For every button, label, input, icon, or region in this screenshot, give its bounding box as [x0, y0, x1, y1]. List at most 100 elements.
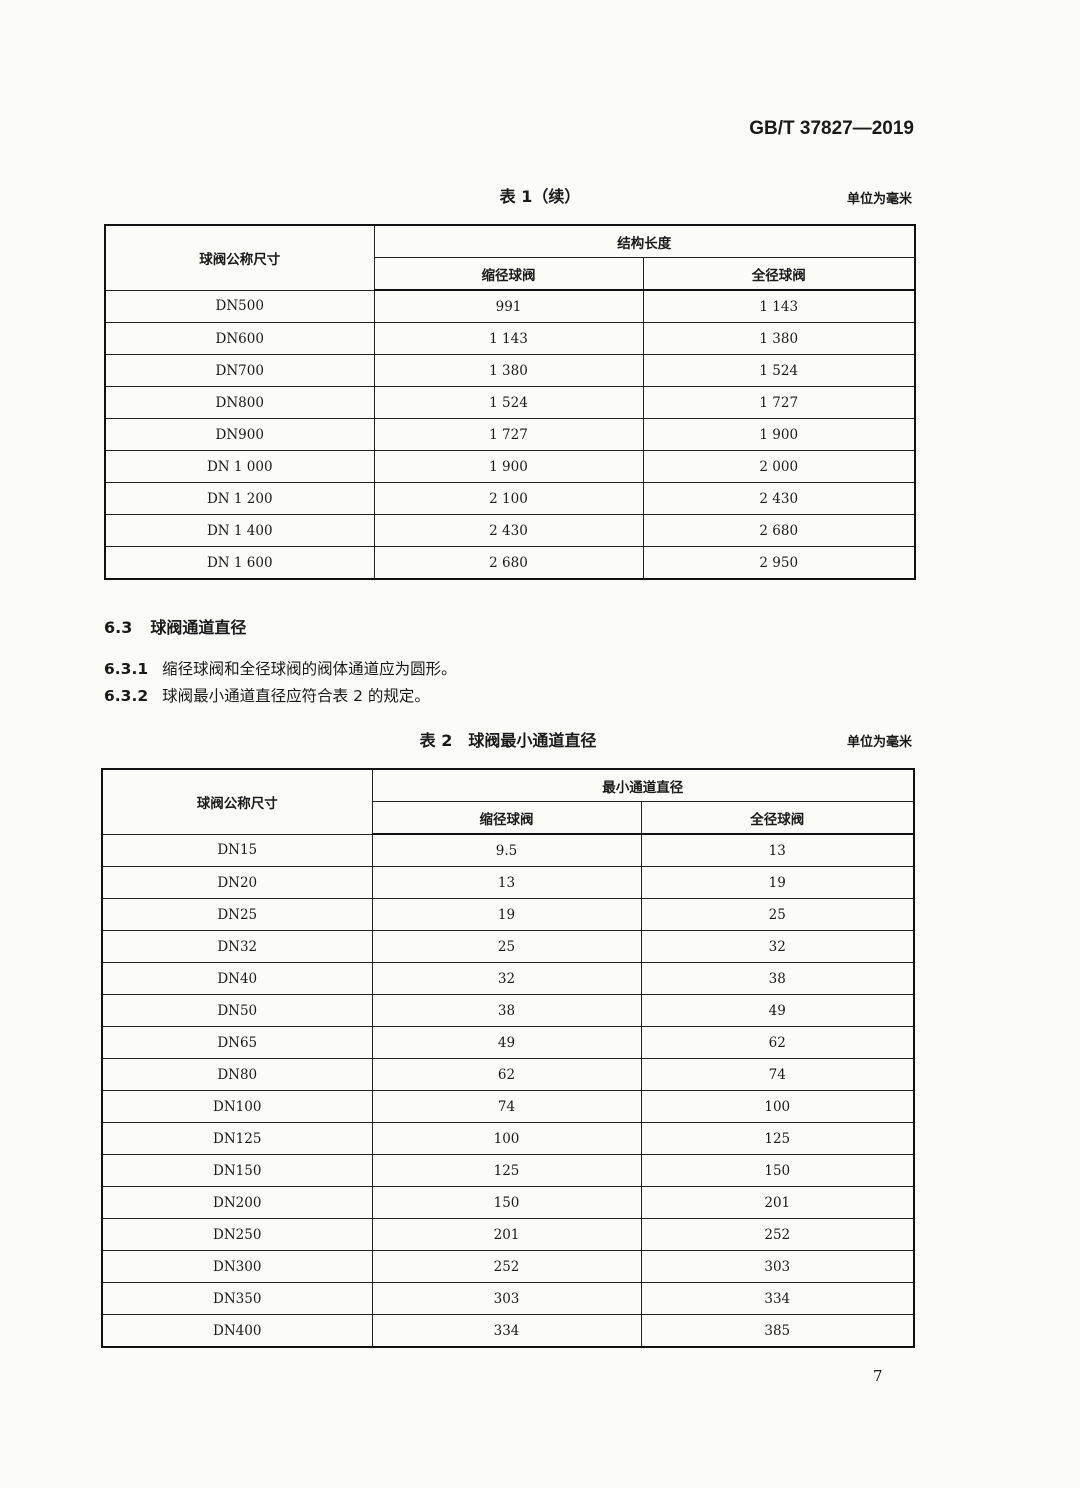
cell-size: DN150 [101, 1154, 373, 1187]
table-row: DN125 100 125 [101, 1122, 915, 1155]
cell-size: DN125 [101, 1122, 373, 1155]
table-row: DN500 991 1 143 [104, 289, 916, 323]
cell-size: DN100 [101, 1090, 373, 1123]
cell-full: 13 [640, 833, 915, 867]
table1-caption: 表 1（续） [499, 187, 581, 206]
cell-reduced: 9.5 [371, 833, 642, 867]
cell-full: 62 [640, 1026, 915, 1059]
clause-6-3-2: 6.3.2 球阀最小通道直径应符合表 2 的规定。 [104, 684, 430, 706]
group-header: 结构长度 [373, 224, 916, 258]
cell-size: DN 1 600 [104, 546, 375, 580]
clause-number: 6.3.2 [104, 687, 149, 705]
cell-reduced: 252 [371, 1250, 642, 1283]
cell-full: 1 524 [642, 354, 916, 387]
cell-reduced: 1 900 [373, 450, 644, 483]
cell-size: DN40 [101, 962, 373, 995]
cell-full: 32 [640, 930, 915, 963]
cell-reduced: 334 [371, 1314, 642, 1348]
cell-full: 1 380 [642, 322, 916, 355]
cell-full: 19 [640, 866, 915, 899]
cell-full: 252 [640, 1218, 915, 1251]
cell-full: 74 [640, 1058, 915, 1091]
cell-size: DN900 [104, 418, 375, 451]
table-row: DN65 49 62 [101, 1026, 915, 1059]
cell-size: DN800 [104, 386, 375, 419]
table-row: DN25 19 25 [101, 898, 915, 931]
table-row: DN40 32 38 [101, 962, 915, 995]
table-row: DN80 62 74 [101, 1058, 915, 1091]
cell-full: 38 [640, 962, 915, 995]
table-row: DN32 25 32 [101, 930, 915, 963]
col-header-reduced: 缩径球阀 [371, 801, 642, 835]
table-row: DN300 252 303 [101, 1250, 915, 1283]
cell-reduced: 150 [371, 1186, 642, 1219]
cell-reduced: 49 [371, 1026, 642, 1059]
cell-full: 2 950 [642, 546, 916, 580]
section-title: 球阀通道直径 [150, 618, 247, 637]
cell-full: 125 [640, 1122, 915, 1155]
table1-unit: 单位为毫米 [846, 192, 912, 207]
table-row: DN900 1 727 1 900 [104, 418, 916, 451]
cell-size: DN15 [101, 833, 373, 867]
cell-full: 25 [640, 898, 915, 931]
cell-full: 2 000 [642, 450, 916, 483]
table-row: DN250 201 252 [101, 1218, 915, 1251]
cell-size: DN700 [104, 354, 375, 387]
section-heading: 6.3 球阀通道直径 [104, 614, 246, 638]
cell-size: DN600 [104, 322, 375, 355]
col-header-reduced: 缩径球阀 [373, 257, 644, 291]
table2-unit: 单位为毫米 [846, 735, 912, 750]
page-number: 7 [873, 1367, 883, 1385]
cell-size: DN300 [101, 1250, 373, 1283]
cell-full: 201 [640, 1186, 915, 1219]
cell-size: DN 1 000 [104, 450, 375, 483]
cell-reduced: 19 [371, 898, 642, 931]
cell-reduced: 991 [373, 289, 644, 323]
cell-reduced: 2 100 [373, 482, 644, 515]
cell-reduced: 100 [371, 1122, 642, 1155]
table-row: DN20 13 19 [101, 866, 915, 899]
cell-reduced: 2 430 [373, 514, 644, 547]
standard-number: GB/T 37827—2019 [749, 118, 914, 139]
cell-size: DN400 [101, 1314, 373, 1348]
cell-reduced: 1 524 [373, 386, 644, 419]
table-row: DN 1 000 1 900 2 000 [104, 450, 916, 483]
cell-reduced: 2 680 [373, 546, 644, 580]
cell-full: 100 [640, 1090, 915, 1123]
table-row: DN 1 400 2 430 2 680 [104, 514, 916, 547]
cell-size: DN350 [101, 1282, 373, 1315]
cell-size: DN80 [101, 1058, 373, 1091]
cell-size: DN32 [101, 930, 373, 963]
cell-size: DN 1 400 [104, 514, 375, 547]
cell-size: DN65 [101, 1026, 373, 1059]
cell-full: 303 [640, 1250, 915, 1283]
cell-reduced: 1 380 [373, 354, 644, 387]
cell-reduced: 38 [371, 994, 642, 1027]
table-row: DN350 303 334 [101, 1282, 915, 1315]
cell-reduced: 1 727 [373, 418, 644, 451]
cell-reduced: 32 [371, 962, 642, 995]
table1: 球阀公称尺寸 结构长度 缩径球阀 全径球阀 DN500 991 1 143 DN600… [104, 224, 916, 580]
cell-size: DN250 [101, 1218, 373, 1251]
cell-full: 150 [640, 1154, 915, 1187]
cell-full: 2 680 [642, 514, 916, 547]
table-row: DN150 125 150 [101, 1154, 915, 1187]
table-row: DN400 334 385 [101, 1314, 915, 1348]
table-row: DN600 1 143 1 380 [104, 322, 916, 355]
cell-reduced: 62 [371, 1058, 642, 1091]
col-header-size: 球阀公称尺寸 [104, 224, 375, 291]
cell-size: DN25 [101, 898, 373, 931]
cell-reduced: 303 [371, 1282, 642, 1315]
col-header-size: 球阀公称尺寸 [101, 768, 373, 835]
clause-6-3-1: 6.3.1 缩径球阀和全径球阀的阀体通道应为圆形。 [104, 657, 457, 679]
table-row: DN 1 600 2 680 2 950 [104, 546, 916, 580]
cell-reduced: 25 [371, 930, 642, 963]
table-row: DN800 1 524 1 727 [104, 386, 916, 419]
col-header-full: 全径球阀 [640, 801, 915, 835]
cell-size: DN50 [101, 994, 373, 1027]
table-row: DN200 150 201 [101, 1186, 915, 1219]
group-header: 最小通道直径 [371, 768, 915, 802]
cell-full: 49 [640, 994, 915, 1027]
cell-full: 1 900 [642, 418, 916, 451]
table2-caption: 表 2 球阀最小通道直径 [419, 731, 597, 750]
